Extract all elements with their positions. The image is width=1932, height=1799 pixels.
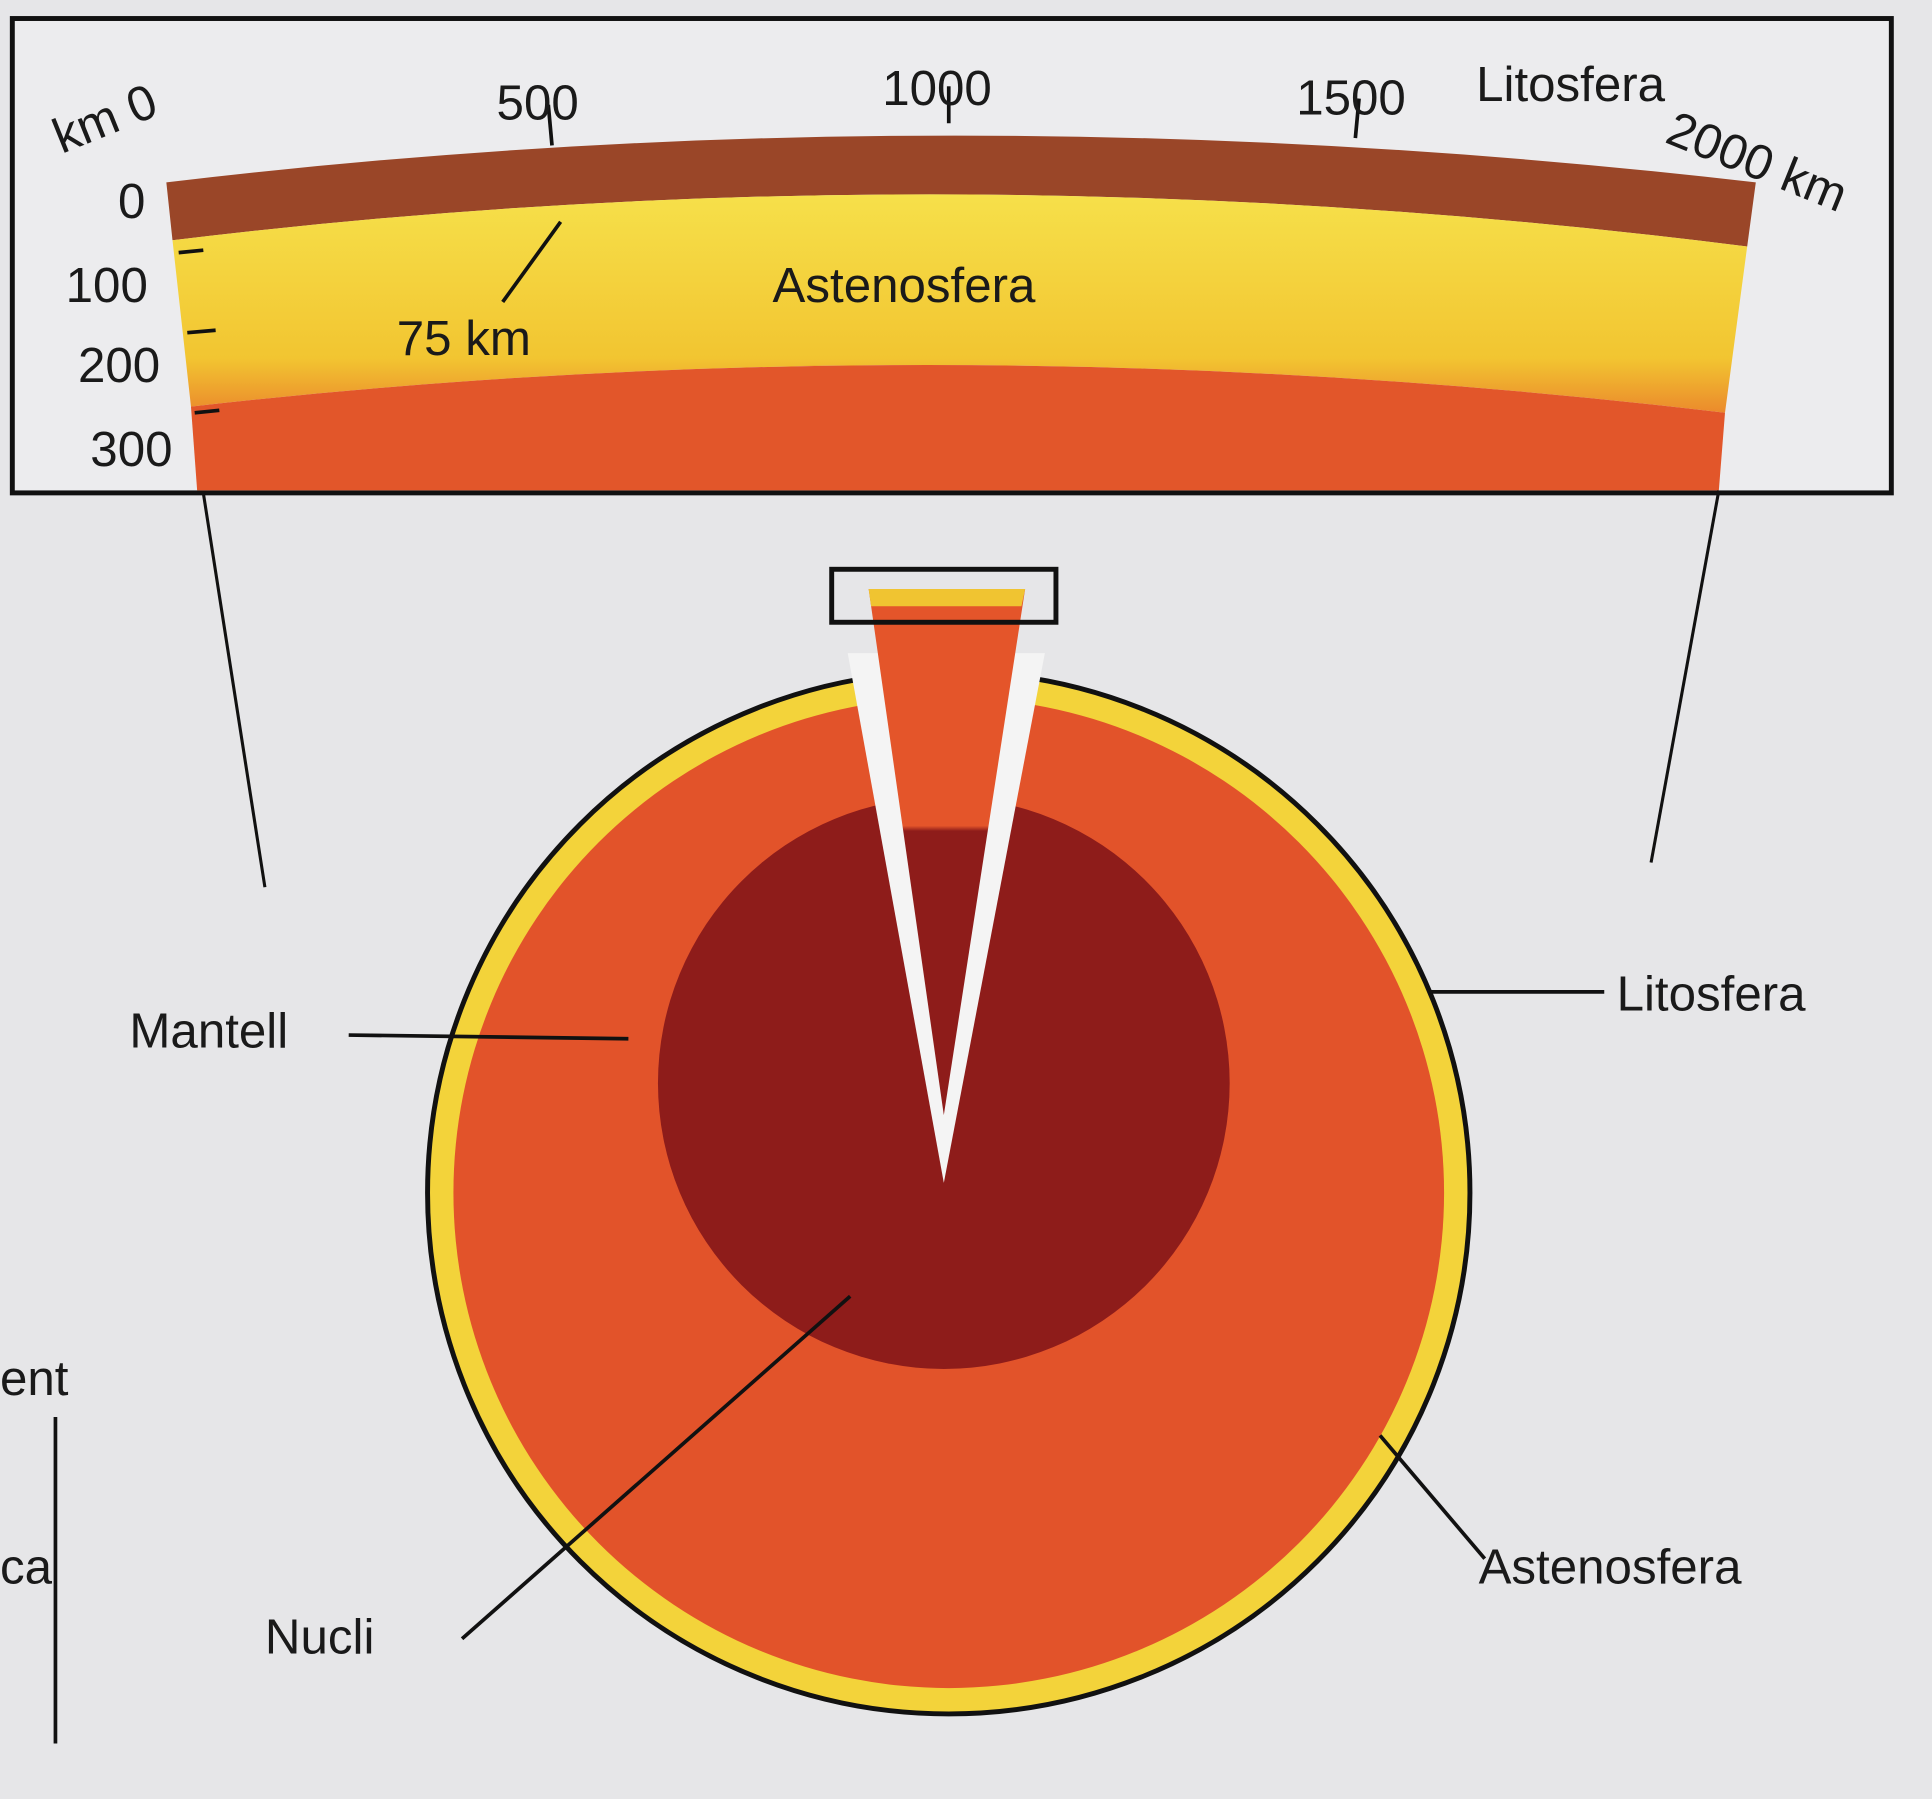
globe-label: Mantell bbox=[129, 1003, 288, 1058]
globe-label: Litosfera bbox=[1617, 966, 1807, 1021]
wedge-box bbox=[829, 566, 1059, 625]
leader-lines bbox=[53, 990, 1605, 1744]
depth-label: 100 bbox=[66, 258, 148, 313]
globe-label: Astenosfera bbox=[1479, 1539, 1743, 1594]
section-title: Litosfera bbox=[1476, 57, 1666, 112]
layer-label: Astenosfera bbox=[773, 258, 1037, 313]
lithosphere-band bbox=[166, 135, 1756, 247]
wedge bbox=[868, 589, 1026, 1116]
connectors bbox=[201, 490, 1721, 888]
globe-label: Nucli bbox=[265, 1610, 375, 1665]
depth-label: 0 bbox=[118, 174, 145, 229]
wedge-crust bbox=[868, 589, 1026, 607]
mantle-band bbox=[190, 365, 1725, 491]
margin-text: ca bbox=[0, 1539, 53, 1594]
thickness-label: 75 km bbox=[397, 311, 531, 366]
scale-label: 500 bbox=[497, 76, 579, 131]
ticks bbox=[178, 86, 1361, 415]
depth-label: 200 bbox=[78, 338, 160, 393]
scale-label: 1500 bbox=[1296, 71, 1406, 126]
margin-text: ent bbox=[0, 1351, 69, 1406]
depth-label: 300 bbox=[90, 422, 172, 477]
scale-label: 1000 bbox=[882, 61, 992, 116]
asthenosphere-band bbox=[172, 194, 1748, 413]
